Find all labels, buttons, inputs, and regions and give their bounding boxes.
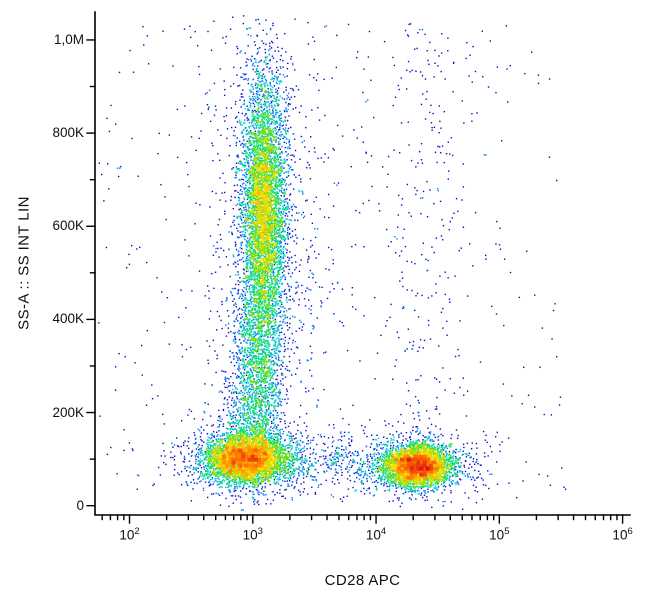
x-tick-label: 102 <box>119 526 140 543</box>
y-tick-label: 0 <box>76 497 84 513</box>
y-tick-label: 400K <box>52 311 84 327</box>
y-axis-label: SS-A :: SS INT LIN <box>15 196 33 330</box>
x-tick-label: 106 <box>612 526 633 543</box>
y-tick-label: 800K <box>52 125 84 141</box>
x-tick-label: 103 <box>242 526 263 543</box>
y-tick-label: 600K <box>52 218 84 234</box>
x-tick-label: 105 <box>489 526 510 543</box>
x-axis-label: CD28 APC <box>324 572 401 589</box>
y-tick-label: 200K <box>52 404 84 420</box>
y-tick-label: 1,0M <box>53 31 84 47</box>
x-tick-label: 104 <box>365 526 387 543</box>
